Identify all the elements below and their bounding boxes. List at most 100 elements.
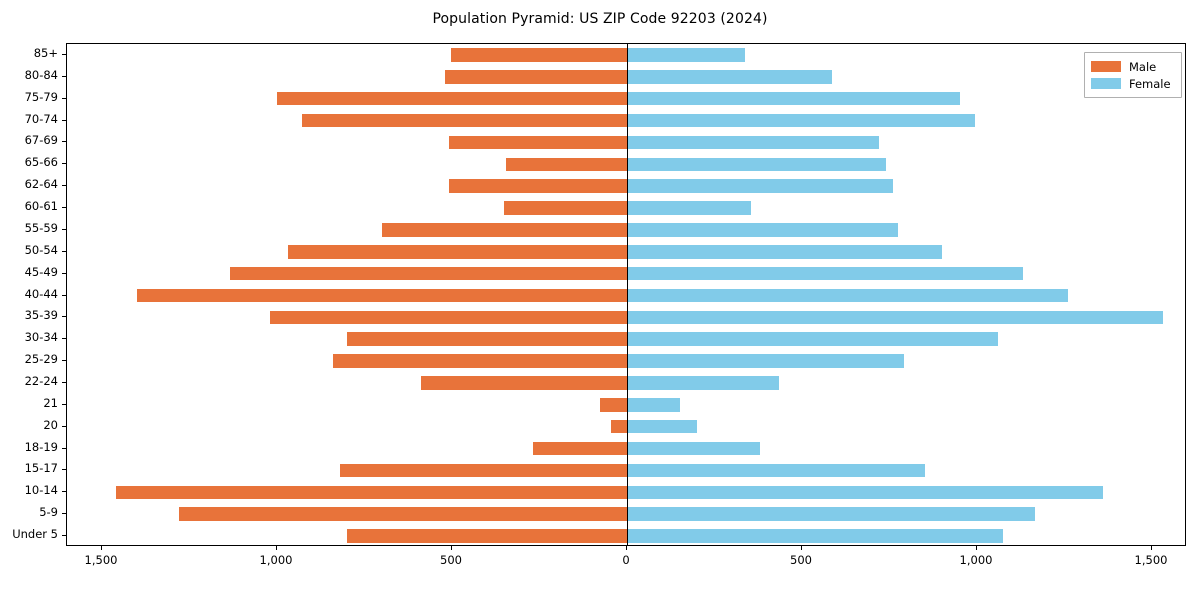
bar-male: [333, 354, 627, 368]
bar-row: [67, 485, 1185, 500]
bar-row: [67, 332, 1185, 346]
x-axis-tick-label: 1,500: [1134, 553, 1168, 567]
legend-swatch-male-icon: [1091, 61, 1121, 72]
y-axis-tick-label: 55-59: [24, 220, 58, 235]
bar-female: [627, 179, 893, 193]
chart-title: Population Pyramid: US ZIP Code 92203 (2…: [432, 11, 768, 27]
bar-row: [67, 463, 1185, 478]
y-axis-tick: [62, 447, 66, 449]
bar-female: [627, 354, 904, 368]
bar-female: [627, 113, 976, 128]
bar-female: [627, 441, 760, 456]
y-axis-tick: [62, 491, 66, 493]
y-axis-tick: [62, 403, 66, 405]
bar-male: [229, 266, 627, 281]
y-axis-tick: [62, 425, 66, 427]
y-axis-tick-label: 65-66: [24, 155, 58, 170]
y-axis-tick-label: 75-79: [24, 89, 58, 104]
y-axis-tick-label: 62-64: [24, 177, 58, 192]
y-axis-tick: [62, 97, 66, 99]
y-axis-tick-label: 40-44: [24, 286, 58, 301]
bar-row: [67, 266, 1185, 281]
bar-female: [627, 332, 998, 346]
x-axis-tick: [276, 546, 277, 550]
x-axis-tick: [451, 546, 452, 550]
y-axis-tick-label: 18-19: [24, 439, 58, 454]
bar-male: [179, 507, 627, 521]
bar-male: [301, 113, 627, 128]
bar-female: [627, 135, 879, 150]
bar-female: [627, 244, 942, 259]
y-axis-tick-label: 50-54: [24, 242, 58, 257]
bar-row: [67, 113, 1185, 128]
plot-inner: [67, 44, 1185, 545]
x-axis-tick: [101, 546, 102, 550]
y-axis-tick: [62, 316, 66, 318]
y-axis-tick: [62, 53, 66, 55]
bar-row: [67, 201, 1185, 215]
bar-male: [506, 157, 627, 172]
bar-row: [67, 244, 1185, 259]
bar-female: [627, 398, 680, 412]
bar-male: [347, 332, 627, 346]
y-axis-tick: [62, 535, 66, 537]
y-axis-tick-label: 45-49: [24, 264, 58, 279]
y-axis-tick: [62, 338, 66, 340]
bar-row: [67, 91, 1185, 106]
bar-male: [277, 91, 627, 106]
bar-row: [67, 135, 1185, 150]
y-axis-tick-label: 35-39: [24, 308, 58, 323]
y-axis-tick-label: 5-9: [39, 505, 58, 520]
bar-row: [67, 70, 1185, 84]
x-axis-tick-label: 500: [440, 553, 462, 567]
bar-row: [67, 398, 1185, 412]
bar-male: [116, 485, 627, 500]
y-axis-tick: [62, 513, 66, 515]
x-axis-tick-label: 1,000: [959, 553, 993, 567]
bar-row: [67, 419, 1185, 434]
bar-row: [67, 48, 1185, 62]
y-axis-tick-label: 70-74: [24, 111, 58, 126]
y-axis-tick: [62, 119, 66, 121]
bar-row: [67, 507, 1185, 521]
y-axis-tick: [62, 163, 66, 165]
bar-male: [600, 398, 627, 412]
y-axis-tick-label: 25-29: [24, 352, 58, 367]
bar-row: [67, 354, 1185, 368]
y-axis-tick: [62, 185, 66, 187]
bar-row: [67, 529, 1185, 543]
y-axis-tick: [62, 141, 66, 143]
legend-swatch-female-icon: [1091, 78, 1121, 89]
bar-female: [627, 157, 886, 172]
y-axis-tick-label: 15-17: [24, 461, 58, 476]
bar-male: [420, 376, 627, 390]
x-axis-tick: [626, 546, 627, 550]
bar-row: [67, 288, 1185, 303]
legend-entry-male: Male: [1091, 58, 1175, 75]
y-axis-tick-label: 30-34: [24, 330, 58, 345]
plot-area: [66, 43, 1186, 546]
bar-female: [627, 70, 832, 84]
y-axis-tick: [62, 294, 66, 296]
bar-male: [340, 463, 627, 478]
bar-row: [67, 157, 1185, 172]
bar-male: [448, 179, 627, 193]
chart-legend: Male Female: [1084, 52, 1182, 98]
y-axis-tick-label: Under 5: [12, 527, 58, 542]
bar-male: [137, 288, 627, 303]
bar-male: [610, 419, 627, 434]
bar-male: [382, 223, 627, 237]
bar-male: [287, 244, 627, 259]
y-axis-tick: [62, 207, 66, 209]
y-axis-tick-label: 20: [43, 417, 58, 432]
bar-female: [627, 91, 960, 106]
y-axis-tick: [62, 469, 66, 471]
bar-female: [627, 376, 780, 390]
bar-male: [449, 135, 627, 150]
bar-row: [67, 376, 1185, 390]
bar-female: [627, 419, 697, 434]
bar-female: [627, 485, 1103, 500]
bar-female: [627, 310, 1163, 325]
y-axis-tick-label: 67-69: [24, 133, 58, 148]
